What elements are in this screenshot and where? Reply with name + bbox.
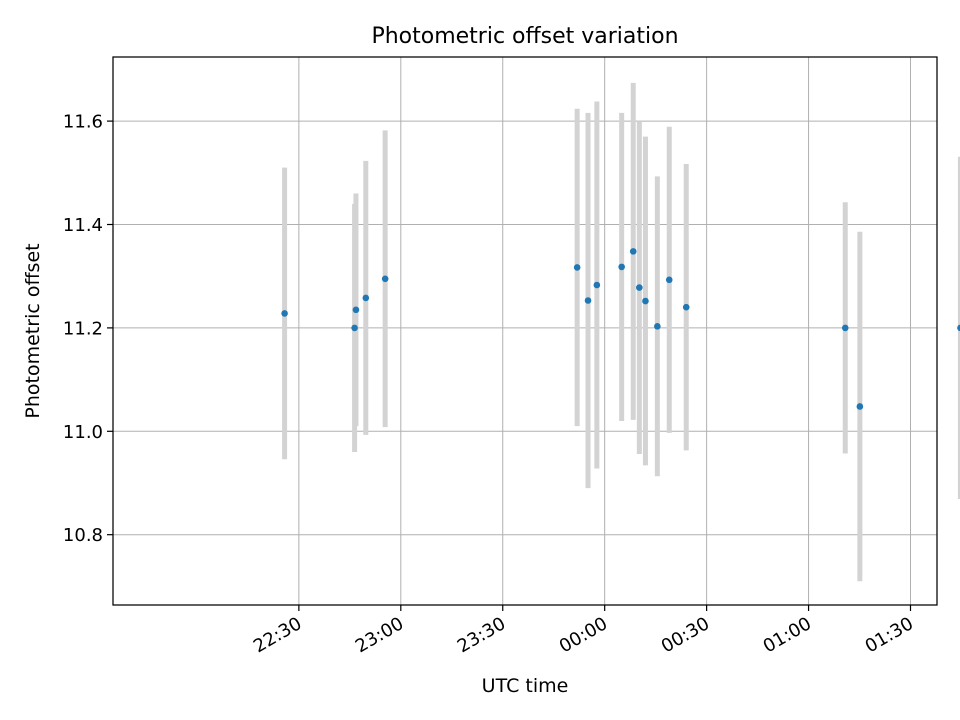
data-point (593, 281, 601, 289)
y-tick-label: 11.0 (63, 422, 103, 443)
y-tick-label: 11.4 (63, 215, 103, 236)
y-tick-label: 10.8 (63, 525, 103, 546)
y-tick-label: 11.6 (63, 112, 103, 133)
data-point (381, 275, 389, 283)
data-point (362, 294, 370, 302)
data-point (573, 264, 581, 271)
data-point (642, 297, 649, 305)
data-point (618, 263, 625, 271)
data-point (584, 297, 592, 304)
y-axis-ticks: 10.8 11.0 11.2 11.4 11.6 (63, 112, 113, 546)
y-tick-label: 11.2 (63, 318, 103, 339)
grid-lines (113, 57, 937, 605)
data-point (957, 324, 960, 332)
x-axis-label: UTC time (482, 675, 569, 697)
data-point (682, 303, 690, 311)
data-point (352, 306, 360, 314)
axes-frame (112, 56, 938, 606)
data-points (281, 248, 960, 410)
data-point (841, 324, 849, 332)
data-point (636, 284, 643, 291)
y-axis-label: Photometric offset (22, 243, 44, 418)
data-point (351, 324, 358, 332)
chart-title: Photometric offset variation (371, 24, 678, 49)
data-point (281, 310, 288, 317)
data-point (629, 248, 637, 255)
data-point (654, 323, 661, 330)
data-point (665, 276, 673, 284)
data-point (856, 403, 864, 410)
